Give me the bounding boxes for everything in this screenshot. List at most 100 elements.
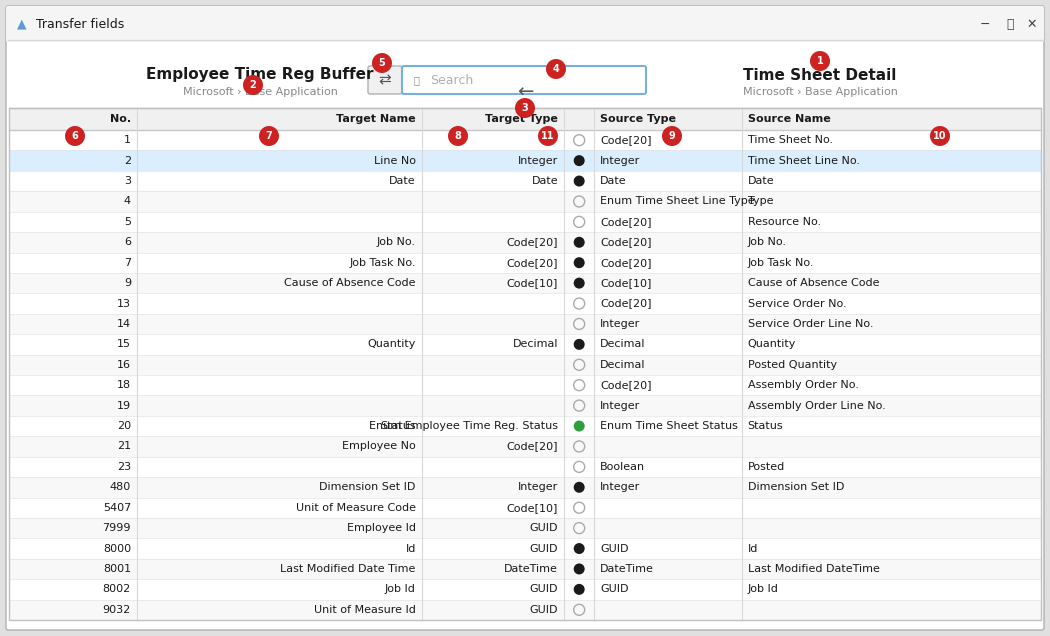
FancyBboxPatch shape <box>9 130 1041 151</box>
Text: 8001: 8001 <box>103 564 131 574</box>
Circle shape <box>65 126 85 146</box>
Text: 20: 20 <box>117 421 131 431</box>
Text: Time Sheet Line No.: Time Sheet Line No. <box>748 156 860 165</box>
Circle shape <box>573 543 585 554</box>
Text: Code[20]: Code[20] <box>601 298 652 308</box>
Text: Code[10]: Code[10] <box>507 278 559 288</box>
Text: Id: Id <box>748 544 758 553</box>
Text: Assembly Order Line No.: Assembly Order Line No. <box>748 401 885 411</box>
Text: Id: Id <box>405 544 416 553</box>
Text: Last Modified DateTime: Last Modified DateTime <box>748 564 880 574</box>
FancyBboxPatch shape <box>9 355 1041 375</box>
Text: Employee Time Reg Buffer: Employee Time Reg Buffer <box>146 67 374 83</box>
Text: Integer: Integer <box>601 156 640 165</box>
Text: 18: 18 <box>117 380 131 391</box>
Text: Date: Date <box>601 176 627 186</box>
FancyBboxPatch shape <box>6 6 1044 630</box>
FancyBboxPatch shape <box>9 273 1041 293</box>
Text: 21: 21 <box>117 441 131 452</box>
Text: Unit of Measure Id: Unit of Measure Id <box>314 605 416 615</box>
Text: Integer: Integer <box>601 401 640 411</box>
Text: 23: 23 <box>117 462 131 472</box>
Text: Line No: Line No <box>374 156 416 165</box>
Text: 14: 14 <box>117 319 131 329</box>
Text: Code[20]: Code[20] <box>507 258 559 268</box>
Text: ✕: ✕ <box>1027 18 1037 31</box>
Text: Code[20]: Code[20] <box>601 258 652 268</box>
Text: GUID: GUID <box>529 605 559 615</box>
Text: Resource No.: Resource No. <box>748 217 821 227</box>
Text: 6: 6 <box>71 131 79 141</box>
Circle shape <box>259 126 279 146</box>
Text: No.: No. <box>110 114 131 124</box>
Text: Dimension Set ID: Dimension Set ID <box>748 482 844 492</box>
Text: 4: 4 <box>552 64 560 74</box>
Text: Transfer fields: Transfer fields <box>36 18 124 31</box>
Text: Job Task No.: Job Task No. <box>748 258 814 268</box>
Text: Integer: Integer <box>601 319 640 329</box>
Circle shape <box>573 176 585 186</box>
FancyBboxPatch shape <box>9 151 1041 171</box>
Text: Date: Date <box>390 176 416 186</box>
Text: 4: 4 <box>124 197 131 207</box>
Text: 7: 7 <box>124 258 131 268</box>
FancyBboxPatch shape <box>9 375 1041 396</box>
FancyBboxPatch shape <box>9 518 1041 538</box>
Text: 3: 3 <box>522 103 528 113</box>
FancyBboxPatch shape <box>9 396 1041 416</box>
Text: Microsoft › Base Application: Microsoft › Base Application <box>183 87 337 97</box>
Text: Code[10]: Code[10] <box>507 502 559 513</box>
FancyBboxPatch shape <box>9 232 1041 252</box>
Text: Code[20]: Code[20] <box>601 135 652 145</box>
FancyBboxPatch shape <box>9 436 1041 457</box>
Text: GUID: GUID <box>529 584 559 595</box>
Text: Quantity: Quantity <box>368 340 416 349</box>
Circle shape <box>514 98 536 118</box>
Text: Source Type: Source Type <box>601 114 676 124</box>
Text: Decimal: Decimal <box>601 360 646 370</box>
Text: 16: 16 <box>117 360 131 370</box>
Text: Status: Status <box>748 421 783 431</box>
Text: Boolean: Boolean <box>601 462 646 472</box>
Text: Code[20]: Code[20] <box>601 380 652 391</box>
Text: 8002: 8002 <box>103 584 131 595</box>
Circle shape <box>573 257 585 268</box>
Text: 9032: 9032 <box>103 605 131 615</box>
Text: Time Sheet Detail: Time Sheet Detail <box>743 67 897 83</box>
FancyBboxPatch shape <box>9 171 1041 191</box>
Text: GUID: GUID <box>529 523 559 533</box>
Text: Enum Time Sheet Status: Enum Time Sheet Status <box>601 421 738 431</box>
Text: 1: 1 <box>817 56 823 66</box>
Text: 8000: 8000 <box>103 544 131 553</box>
Text: 11: 11 <box>541 131 554 141</box>
Circle shape <box>573 584 585 595</box>
Text: Cause of Absence Code: Cause of Absence Code <box>285 278 416 288</box>
Text: Employee No: Employee No <box>342 441 416 452</box>
Circle shape <box>573 420 585 432</box>
Text: 6: 6 <box>124 237 131 247</box>
Text: Integer: Integer <box>518 156 559 165</box>
Text: Type: Type <box>748 197 773 207</box>
Text: 10: 10 <box>933 131 947 141</box>
Text: Employee Id: Employee Id <box>346 523 416 533</box>
Circle shape <box>573 155 585 166</box>
Text: 3: 3 <box>124 176 131 186</box>
Text: ⇄: ⇄ <box>379 73 392 88</box>
Text: Assembly Order No.: Assembly Order No. <box>748 380 859 391</box>
Text: Job Id: Job Id <box>385 584 416 595</box>
FancyBboxPatch shape <box>9 416 1041 436</box>
Text: 🔍: 🔍 <box>414 75 420 85</box>
FancyBboxPatch shape <box>9 314 1041 334</box>
Text: 9: 9 <box>669 131 675 141</box>
Text: 5407: 5407 <box>103 502 131 513</box>
FancyBboxPatch shape <box>8 24 1042 40</box>
Circle shape <box>810 51 830 71</box>
Text: GUID: GUID <box>601 584 629 595</box>
Text: Target Type: Target Type <box>485 114 559 124</box>
Text: Posted Quantity: Posted Quantity <box>748 360 837 370</box>
FancyBboxPatch shape <box>9 191 1041 212</box>
Circle shape <box>573 563 585 574</box>
FancyBboxPatch shape <box>368 66 402 94</box>
FancyBboxPatch shape <box>9 293 1041 314</box>
Text: 2: 2 <box>250 80 256 90</box>
